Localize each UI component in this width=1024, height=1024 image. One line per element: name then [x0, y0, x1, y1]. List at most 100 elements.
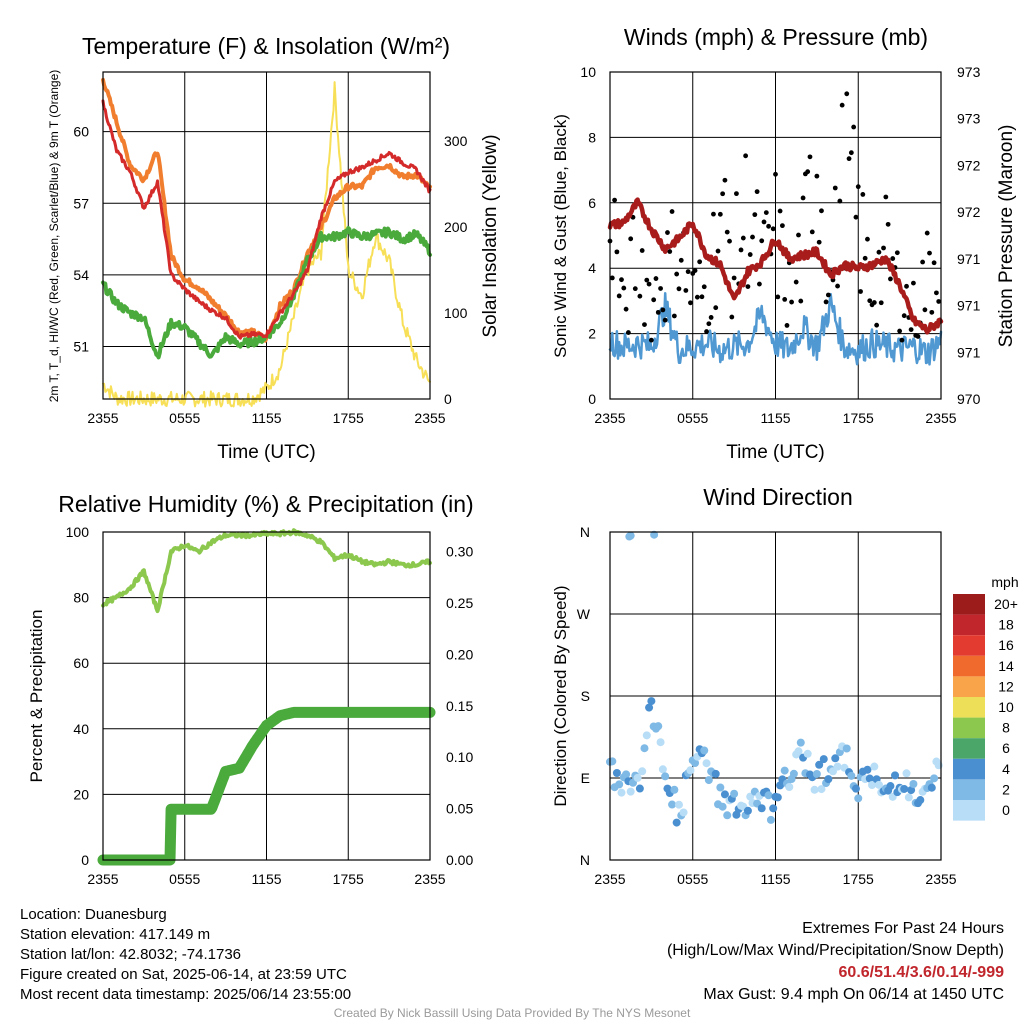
gust-point — [717, 211, 723, 217]
x-tick-label: 2355 — [414, 410, 445, 426]
direction-point — [674, 800, 683, 809]
direction-point — [766, 815, 775, 824]
direction-point — [789, 769, 798, 778]
gust-point — [867, 298, 873, 304]
gust-point — [694, 294, 700, 300]
gust-point — [793, 279, 799, 285]
legend-swatch — [953, 676, 985, 697]
y2-tick-label: 0.15 — [446, 698, 473, 714]
gust-point — [701, 284, 707, 290]
direction-point — [904, 793, 913, 802]
direction-point — [916, 796, 925, 805]
gust-point — [894, 250, 900, 256]
gust-point — [920, 259, 926, 265]
x-tick-label: 0555 — [169, 871, 200, 887]
gust-point — [642, 322, 647, 328]
gust-point — [761, 219, 767, 225]
gust-point — [915, 334, 921, 339]
legend-swatch — [953, 758, 985, 780]
legend-label: 4 — [1002, 761, 1010, 777]
legend-label: 6 — [1002, 740, 1010, 756]
gust-point — [911, 280, 916, 286]
gust-point — [754, 189, 760, 195]
direction-point — [909, 779, 918, 788]
chart-title: Temperature (F) & Insolation (W/m²) — [82, 33, 450, 59]
gust-point — [855, 184, 861, 190]
direction-point — [815, 760, 824, 769]
direction-point — [847, 771, 856, 780]
direction-point — [824, 775, 833, 784]
gust-point — [699, 294, 705, 300]
gust-point — [616, 293, 622, 299]
gust-point — [683, 288, 689, 293]
direction-point — [865, 774, 874, 783]
direction-point — [656, 738, 665, 747]
y-tick-label: N — [580, 524, 590, 540]
gust-point — [609, 275, 615, 281]
direction-point — [819, 755, 828, 764]
direction-point — [691, 759, 700, 768]
gust-point — [745, 284, 751, 290]
chart-panel-1: Temperature (F) & Insolation (W/m²) 2355 0… — [47, 33, 501, 463]
direction-point — [773, 793, 782, 802]
gust-point — [846, 156, 852, 162]
gust-point — [729, 314, 735, 320]
gust-point — [858, 289, 863, 294]
gust-point — [658, 286, 663, 291]
gust-point — [927, 250, 932, 256]
x-axis-label: Time (UTC) — [726, 442, 825, 463]
gust-point — [706, 321, 712, 327]
y2-tick-label: 972 — [957, 204, 981, 220]
direction-point — [626, 787, 635, 796]
gust-point — [885, 221, 891, 227]
legend-swatch — [953, 779, 985, 800]
x-tick-label: 2355 — [925, 410, 956, 426]
x-tick-label: 0555 — [677, 410, 708, 426]
direction-point — [842, 744, 851, 753]
y-tick-label: E — [581, 770, 590, 786]
y-tick-label: 10 — [580, 64, 596, 80]
direction-point — [785, 783, 794, 792]
direction-point — [718, 802, 727, 811]
gust-point — [625, 330, 631, 335]
direction-point — [661, 772, 670, 781]
gust-point — [667, 249, 673, 254]
gust-point — [929, 309, 935, 315]
legend-label: 12 — [998, 678, 1014, 694]
gust-point — [743, 153, 749, 159]
direction-point — [863, 765, 872, 774]
gust-point — [655, 309, 661, 315]
gust-point — [621, 285, 627, 291]
gust-point — [669, 209, 675, 214]
direction-point — [780, 766, 789, 775]
extremes-title: Extremes For Past 24 Hours — [802, 920, 1004, 937]
gust-point — [697, 259, 703, 265]
x-tick-label: 1755 — [843, 410, 874, 426]
station-info: Location: Duanesburg Station elevation: … — [20, 905, 351, 1005]
y2-tick-label: 100 — [444, 305, 468, 321]
gust-point — [614, 249, 620, 255]
gust-point — [619, 277, 624, 283]
series-line-sonic-wind — [608, 291, 943, 366]
direction-point — [647, 697, 656, 706]
y-axis-label: Percent & Precipitation — [27, 610, 46, 783]
gust-point — [904, 283, 909, 289]
gust-point — [646, 281, 652, 287]
gust-point — [934, 290, 939, 296]
y-tick-label: 20 — [73, 786, 89, 802]
gust-point — [931, 260, 937, 266]
gust-point — [651, 297, 657, 303]
y2-tick-label: 200 — [444, 219, 468, 235]
gust-point — [713, 305, 719, 311]
direction-point — [810, 785, 819, 794]
gust-point — [874, 322, 880, 328]
legend-label: 0 — [1002, 802, 1010, 818]
gust-point — [823, 299, 829, 305]
y-tick-label: 0 — [588, 391, 596, 407]
gust-point — [720, 191, 726, 197]
y2-tick-label: 971 — [957, 251, 981, 267]
direction-point — [831, 754, 840, 763]
gust-point — [692, 268, 698, 273]
y-tick-label: 60 — [73, 655, 89, 671]
